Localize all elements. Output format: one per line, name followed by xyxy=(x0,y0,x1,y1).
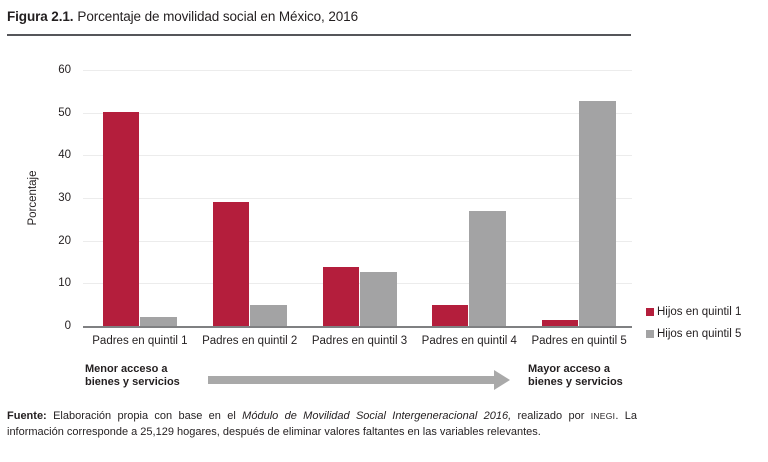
legend-swatch-hijos-quintil-1 xyxy=(646,308,654,316)
plot-area: 0 10 20 30 40 50 60 xyxy=(58,64,632,332)
source-text-italic: Módulo de Movilidad Social Intergeneraci… xyxy=(242,410,512,422)
legend-label-hijos-quintil-5: Hijos en quintil 5 xyxy=(657,328,742,340)
source-text-a: Elaboración propia con base en el xyxy=(46,410,243,422)
y-tick-label: 30 xyxy=(58,192,71,204)
y-tick-label: 0 xyxy=(64,320,71,332)
x-axis-labels: Padres en quintil 1 Padres en quintil 2 Pa… xyxy=(83,326,632,347)
direction-arrow-head-icon xyxy=(494,370,510,390)
annotation-less-access: Menor acceso a bienes y servicios xyxy=(85,363,180,389)
x-tick-label: Padres en quintil 1 xyxy=(92,335,188,347)
gridline xyxy=(83,155,632,157)
y-tick-label: 20 xyxy=(58,234,71,247)
annotation-more-access-line1: Mayor acceso a xyxy=(528,363,610,375)
annotation-more-access: Mayor acceso a bienes y servicios xyxy=(528,363,623,389)
x-tick-label: Padres en quintil 3 xyxy=(311,335,408,347)
legend-swatch-hijos-quintil-5 xyxy=(646,330,654,338)
legend-item-hijos-quintil-1: Hijos en quintil 1 xyxy=(646,306,741,318)
gridline xyxy=(83,112,632,114)
direction-arrow xyxy=(208,376,494,384)
annotation-more-access-line2: bienes y servicios xyxy=(528,376,623,388)
source-inegi: INEGI xyxy=(590,411,616,421)
gridline xyxy=(83,70,632,71)
legend-item-hijos-quintil-5: Hijos en quintil 5 xyxy=(646,328,741,340)
title-divider xyxy=(7,34,631,36)
legend: Hijos en quintil 1 Hijos en quintil 5 xyxy=(646,306,741,350)
bar-hijos-en-quintil-1-padres-en-quintil-2 xyxy=(212,202,249,326)
annotation-less-access-line1: Menor acceso a xyxy=(85,363,168,375)
bar-hijos-en-quintil-1-padres-en-quintil-3 xyxy=(322,267,359,326)
source-note-line2: información corresponde a 25,129 hogares… xyxy=(7,426,541,438)
x-tick-label: Padres en quintil 5 xyxy=(531,335,627,347)
y-tick-label: 60 xyxy=(58,64,71,76)
bar-hijos-en-quintil-1-padres-en-quintil-4 xyxy=(432,304,469,326)
x-tick-label: Padres en quintil 2 xyxy=(202,335,298,347)
annotation-less-access-line2: bienes y servicios xyxy=(85,376,180,388)
source-text-c: . La xyxy=(615,410,637,422)
bar-hijos-en-quintil-5-padres-en-quintil-1 xyxy=(140,316,177,326)
legend-label-hijos-quintil-1: Hijos en quintil 1 xyxy=(657,306,742,318)
y-tick-label: 40 xyxy=(58,149,71,162)
gridline xyxy=(83,198,632,199)
y-tick-label: 50 xyxy=(58,106,71,119)
bar-hijos-en-quintil-1-padres-en-quintil-1 xyxy=(103,111,139,326)
y-tick-label: 10 xyxy=(58,277,71,290)
bar-hijos-en-quintil-5-padres-en-quintil-5 xyxy=(579,100,617,326)
source-note: Fuente: Elaboración propia con base en e… xyxy=(7,408,637,440)
x-tick-label: Padres en quintil 4 xyxy=(421,335,517,347)
bar-hijos-en-quintil-5-padres-en-quintil-3 xyxy=(359,271,397,326)
figure-number: Figura 2.1. xyxy=(7,9,74,24)
source-text-b: realizado por xyxy=(511,410,591,422)
bar-hijos-en-quintil-5-padres-en-quintil-2 xyxy=(249,304,287,326)
figure-title: Figura 2.1. Porcentaje de movilidad socia… xyxy=(7,9,358,24)
gridline xyxy=(83,240,632,242)
figure-caption: Porcentaje de movilidad social en México… xyxy=(77,9,358,24)
bar-hijos-en-quintil-1-padres-en-quintil-5 xyxy=(542,319,579,326)
source-label: Fuente: xyxy=(7,410,47,422)
bar-hijos-en-quintil-5-padres-en-quintil-4 xyxy=(469,210,507,326)
source-note-line1: Fuente: Elaboración propia con base en e… xyxy=(7,408,637,424)
